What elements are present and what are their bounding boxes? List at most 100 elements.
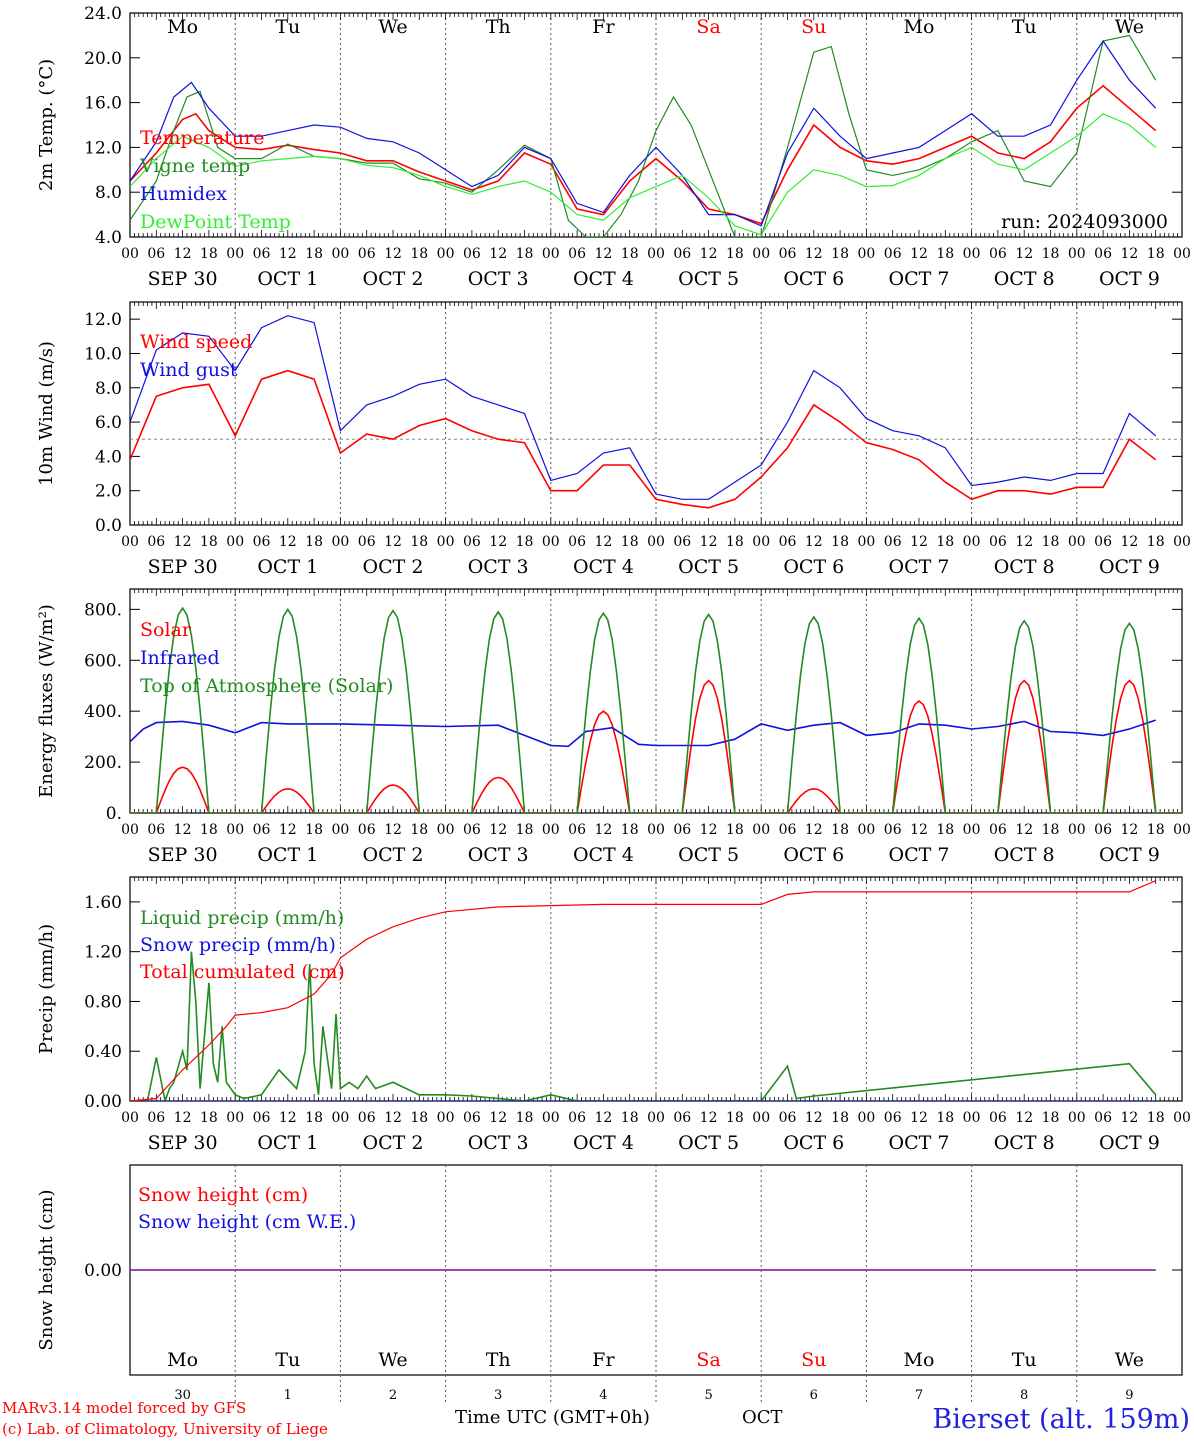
wind-ytick-label: 0.0 bbox=[95, 516, 122, 536]
precip-legend-entry: Snow precip (mm/h) bbox=[140, 934, 336, 956]
credit-line-1: MARv3.14 model forced by GFS bbox=[2, 1399, 246, 1417]
temp-hour-label: 18 bbox=[410, 246, 428, 262]
temp-hour-label: 06 bbox=[1094, 246, 1112, 262]
precip-hour-label: 06 bbox=[463, 1110, 481, 1126]
temp-hour-label: 00 bbox=[226, 246, 244, 262]
energy-hour-label: 12 bbox=[489, 822, 507, 838]
footer-day-name: Fr bbox=[592, 1349, 615, 1371]
wind-hour-label: 00 bbox=[121, 534, 139, 550]
snow-legend-entry: Snow height (cm) bbox=[138, 1184, 308, 1206]
temp-hour-label: 00 bbox=[1173, 246, 1191, 262]
temp-hour-label: 00 bbox=[331, 246, 349, 262]
precip-hour-label: 00 bbox=[752, 1110, 770, 1126]
precip-hour-label: 00 bbox=[857, 1110, 875, 1126]
panel-temp: 4.0 8.0 12.0 16.0 20.0 24.0 00 06 12 18 00 06 12 18 00… bbox=[36, 4, 1191, 290]
footer-day-name: Mo bbox=[167, 1349, 198, 1371]
wind-hour-label: 00 bbox=[226, 534, 244, 550]
energy-hour-label: 18 bbox=[200, 822, 218, 838]
wind-date-label: OCT 5 bbox=[678, 556, 739, 578]
temp-hour-label: 18 bbox=[200, 246, 218, 262]
wind-hour-label: 06 bbox=[989, 534, 1007, 550]
footer-day-number: 30 bbox=[174, 1388, 191, 1403]
precip-hour-label: 18 bbox=[305, 1110, 323, 1126]
temp-day-name: Mo bbox=[167, 16, 198, 38]
energy-hour-label: 12 bbox=[910, 822, 928, 838]
energy-date-label: OCT 9 bbox=[1099, 844, 1160, 866]
wind-ytick-label: 4.0 bbox=[95, 447, 122, 467]
wind-hour-label: 18 bbox=[1147, 534, 1165, 550]
temp-hour-label: 06 bbox=[568, 246, 586, 262]
energy-hour-label: 06 bbox=[568, 822, 586, 838]
energy-hour-label: 18 bbox=[516, 822, 534, 838]
snow-ytick-label: 0.00 bbox=[84, 1261, 122, 1281]
precip-date-label: OCT 9 bbox=[1099, 1132, 1160, 1154]
temp-date-label: OCT 8 bbox=[994, 268, 1055, 290]
temp-hour-label: 18 bbox=[726, 246, 744, 262]
precip-hour-label: 12 bbox=[700, 1110, 718, 1126]
energy-series-line bbox=[130, 679, 1182, 813]
footer-day-name: Sa bbox=[696, 1349, 720, 1371]
precip-hour-label: 00 bbox=[542, 1110, 560, 1126]
energy-ytick-label: 800. bbox=[84, 600, 122, 620]
wind-hour-label: 12 bbox=[489, 534, 507, 550]
precip-hour-label: 12 bbox=[910, 1110, 928, 1126]
precip-hour-label: 06 bbox=[253, 1110, 271, 1126]
temp-ytick-label: 24.0 bbox=[84, 4, 122, 24]
wind-hour-label: 00 bbox=[331, 534, 349, 550]
energy-date-label: OCT 3 bbox=[468, 844, 529, 866]
wind-hour-label: 18 bbox=[621, 534, 639, 550]
temp-hour-label: 18 bbox=[516, 246, 534, 262]
temp-hour-label: 12 bbox=[174, 246, 192, 262]
wind-hour-label: 18 bbox=[410, 534, 428, 550]
energy-hour-label: 06 bbox=[463, 822, 481, 838]
wind-hour-label: 00 bbox=[647, 534, 665, 550]
energy-ytick-label: 600. bbox=[84, 651, 122, 671]
station-label: Bierset (alt. 159m) bbox=[932, 1404, 1190, 1435]
temp-date-label: OCT 5 bbox=[678, 268, 739, 290]
wind-hour-label: 12 bbox=[1120, 534, 1138, 550]
energy-hour-label: 18 bbox=[1147, 822, 1165, 838]
precip-hour-label: 18 bbox=[726, 1110, 744, 1126]
temp-ytick-label: 12.0 bbox=[84, 138, 122, 158]
energy-hour-label: 12 bbox=[384, 822, 402, 838]
precip-ytick-label: 1.60 bbox=[84, 893, 122, 913]
footer-day-number: 1 bbox=[284, 1388, 292, 1403]
precip-hour-label: 00 bbox=[331, 1110, 349, 1126]
wind-ytick-label: 10.0 bbox=[84, 344, 122, 364]
temp-hour-label: 00 bbox=[121, 246, 139, 262]
precip-hour-label: 18 bbox=[200, 1110, 218, 1126]
temp-hour-label: 00 bbox=[437, 246, 455, 262]
precip-legend-entry: Total cumulated (cm) bbox=[140, 961, 345, 983]
panel-precip: 0.00 0.40 0.80 1.20 1.60 00 06 12 18 00 06 12 18 00 06… bbox=[36, 876, 1191, 1154]
energy-hour-label: 12 bbox=[700, 822, 718, 838]
energy-hour-label: 12 bbox=[279, 822, 297, 838]
energy-y-axis-label: Energy fluxes (W/m²) bbox=[36, 604, 57, 798]
wind-y-axis-label: 10m Wind (m/s) bbox=[36, 341, 57, 486]
temp-day-name: Su bbox=[801, 16, 826, 38]
energy-legend-entry: Solar bbox=[140, 619, 192, 641]
wind-hour-label: 00 bbox=[1068, 534, 1086, 550]
temp-day-name: We bbox=[378, 16, 407, 38]
temp-hour-label: 06 bbox=[779, 246, 797, 262]
precip-hour-label: 18 bbox=[936, 1110, 954, 1126]
temp-date-label: OCT 4 bbox=[573, 268, 634, 290]
wind-date-label: OCT 6 bbox=[783, 556, 844, 578]
energy-hour-label: 06 bbox=[358, 822, 376, 838]
energy-date-label: OCT 7 bbox=[889, 844, 950, 866]
temp-date-label: OCT 1 bbox=[257, 268, 318, 290]
precip-hour-label: 00 bbox=[1068, 1110, 1086, 1126]
precip-hour-label: 06 bbox=[358, 1110, 376, 1126]
energy-hour-label: 00 bbox=[857, 822, 875, 838]
energy-date-label: OCT 5 bbox=[678, 844, 739, 866]
energy-hour-label: 12 bbox=[805, 822, 823, 838]
precip-hour-label: 06 bbox=[1094, 1110, 1112, 1126]
precip-date-label: OCT 6 bbox=[783, 1132, 844, 1154]
energy-hour-label: 00 bbox=[1173, 822, 1191, 838]
temp-legend-entry: Humidex bbox=[140, 183, 227, 205]
energy-hour-label: 18 bbox=[726, 822, 744, 838]
temp-y-axis-label: 2m Temp. (°C) bbox=[36, 59, 57, 191]
energy-hour-label: 06 bbox=[673, 822, 691, 838]
energy-date-label: OCT 2 bbox=[363, 844, 424, 866]
temp-date-label: OCT 2 bbox=[363, 268, 424, 290]
